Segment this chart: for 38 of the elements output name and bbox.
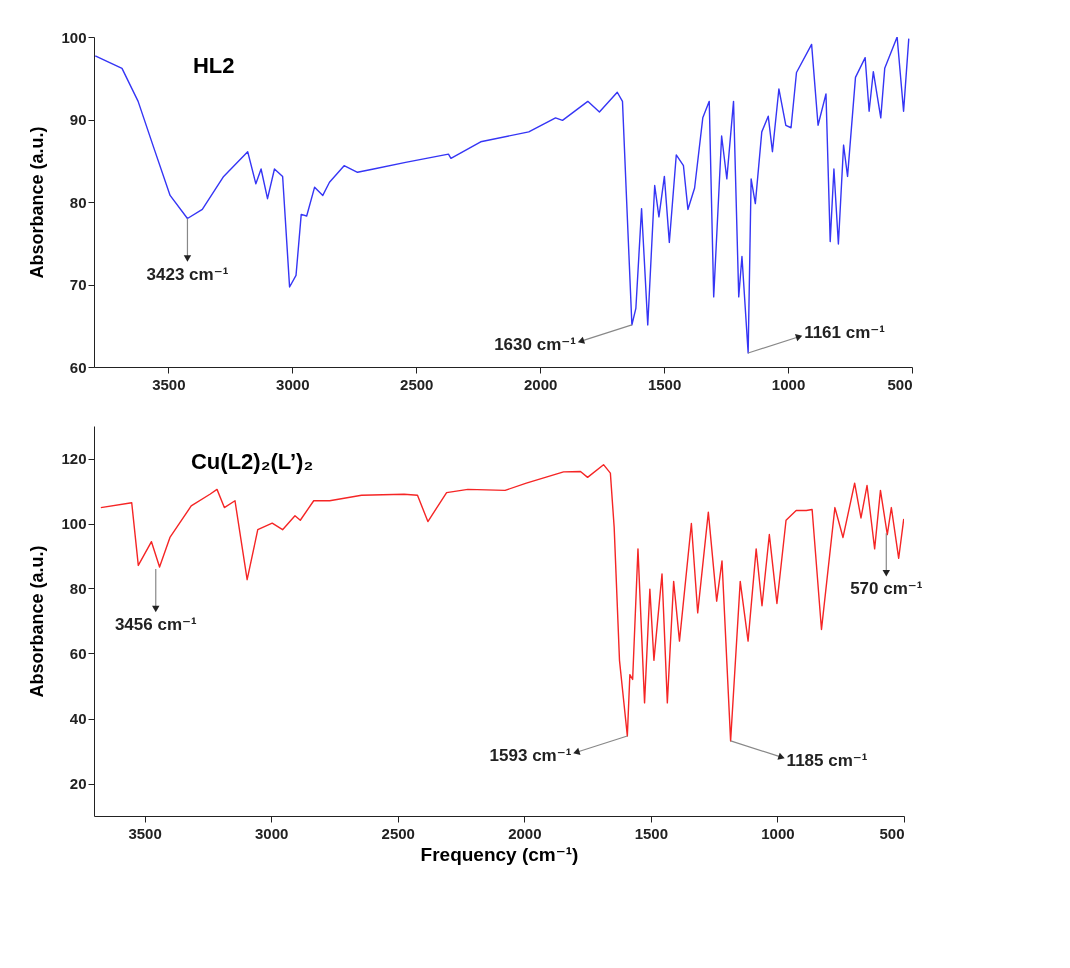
y-tick-label: 120: [61, 450, 87, 467]
y-tick-label: 80: [69, 580, 87, 597]
y-tick-label: 70: [69, 276, 87, 293]
y-tick-label: 100: [61, 515, 87, 532]
x-tick-label: 2000: [523, 375, 558, 393]
annotation: 1593 cm⁻¹: [489, 746, 572, 766]
annotation: 1630 cm⁻¹: [494, 334, 577, 354]
text: HL2: [192, 53, 235, 78]
y-axis-title: Absorbance (a.u.): [27, 545, 48, 698]
x-axis-title: Frequency (cm⁻¹): [420, 843, 579, 865]
annotation: 3423 cm⁻¹: [146, 264, 229, 284]
y-tick-label: 100: [61, 28, 87, 46]
x-tick-label: 2500: [400, 375, 434, 393]
annotation: 1161 cm⁻¹: [804, 322, 886, 342]
x-tick-label: 3500: [152, 375, 186, 393]
y-tick-label: 20: [69, 775, 87, 792]
x-tick-label: 1000: [761, 824, 795, 842]
y-tick-label: 80: [69, 193, 87, 211]
x-tick-label: 3500: [128, 824, 162, 842]
y-tick-label: 60: [69, 358, 87, 376]
x-tick-label: 500: [879, 824, 905, 842]
x-tick-label: 3000: [276, 375, 310, 393]
x-tick-label: 2000: [508, 824, 542, 842]
annotation: 570 cm⁻¹: [850, 579, 923, 599]
x-tick-label: 1500: [647, 375, 682, 393]
text: Cu(L2)₂(L’)₂: [190, 449, 314, 474]
line-series: [94, 37, 910, 354]
y-tick-label: 60: [69, 645, 87, 662]
y-tick-label: 90: [69, 111, 87, 128]
x-tick-label: 1500: [634, 824, 669, 842]
annotation: 3456 cm⁻¹: [114, 615, 197, 634]
y-axis-title: Absorbance (a.u.): [27, 126, 48, 279]
x-tick-label: 3000: [255, 824, 289, 842]
x-tick-label: 500: [887, 375, 913, 393]
x-tick-label: 2500: [381, 824, 415, 842]
annotation: 1185 cm⁻¹: [786, 750, 868, 770]
y-tick-label: 40: [69, 710, 87, 727]
x-tick-label: 1000: [771, 375, 806, 393]
